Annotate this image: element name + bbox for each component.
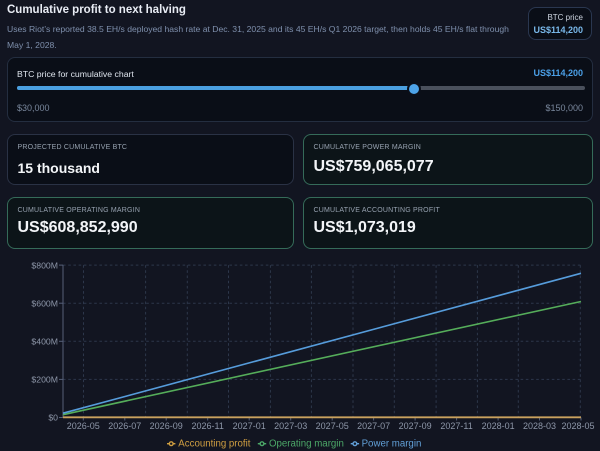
svg-text:2028-03: 2028-03: [523, 421, 556, 431]
svg-text:2027-03: 2027-03: [274, 421, 307, 431]
svg-text:2028-01: 2028-01: [482, 421, 515, 431]
svg-text:2026-05: 2026-05: [67, 421, 100, 431]
svg-text:$600M: $600M: [31, 298, 58, 308]
svg-text:Operating margin: Operating margin: [269, 439, 344, 450]
svg-text:2026-09: 2026-09: [150, 421, 183, 431]
svg-text:2026-07: 2026-07: [108, 421, 141, 431]
svg-text:2027-05: 2027-05: [316, 421, 349, 431]
svg-text:2027-07: 2027-07: [357, 421, 390, 431]
svg-text:2028-05: 2028-05: [561, 421, 594, 431]
svg-text:$400M: $400M: [31, 337, 58, 347]
svg-text:Power margin: Power margin: [362, 439, 422, 450]
svg-text:2027-09: 2027-09: [399, 421, 432, 431]
svg-text:$0: $0: [48, 413, 58, 423]
svg-text:$200M: $200M: [31, 375, 58, 385]
svg-text:$800M: $800M: [31, 260, 58, 270]
svg-text:2027-01: 2027-01: [233, 421, 266, 431]
svg-text:Accounting profit: Accounting profit: [178, 439, 250, 450]
svg-text:2027-11: 2027-11: [440, 421, 472, 431]
svg-text:2026-11: 2026-11: [192, 421, 224, 431]
